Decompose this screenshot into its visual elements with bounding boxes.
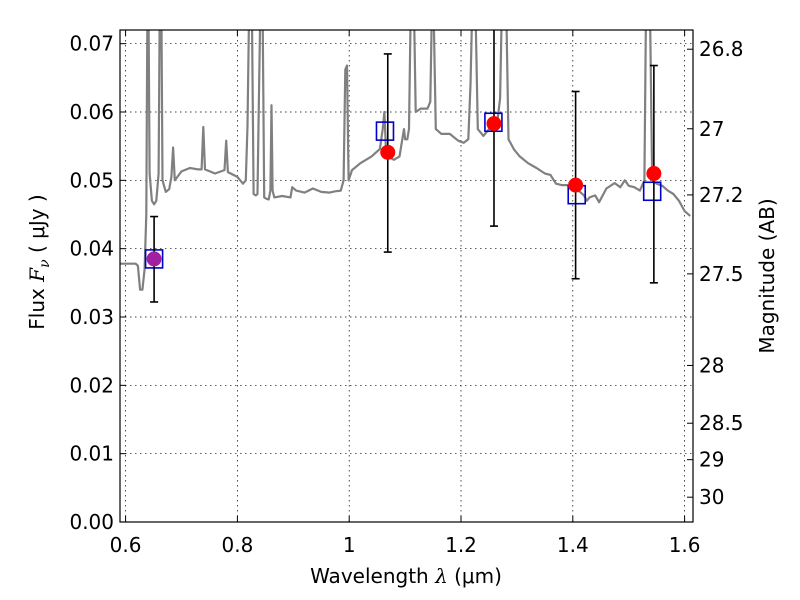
y2-tick-label: 28 <box>699 353 724 377</box>
model-square-marker <box>375 121 395 141</box>
x-tick-label: 1.6 <box>669 533 701 557</box>
gridlines <box>120 30 693 523</box>
y2-tick-label: 30 <box>699 485 724 509</box>
spectrum-line <box>120 30 691 291</box>
y-tick-label: 0.02 <box>69 373 114 397</box>
y-tick-label: 0.05 <box>69 168 114 192</box>
axes-frame <box>119 29 694 523</box>
observed-point <box>146 251 162 267</box>
model-square-marker <box>642 181 662 202</box>
y2-tick-label: 27.5 <box>699 262 744 286</box>
x-tick-label: 0.8 <box>221 533 253 557</box>
observed-point <box>380 144 396 160</box>
axis-ticks: 0.6 0.8 1 1.2 1.4 1.6 0.00 0.01 0.02 0.03 0.04 0.05… <box>69 30 744 557</box>
y-tick-label: 0.04 <box>69 237 114 261</box>
y2-tick-label: 27.2 <box>699 183 744 207</box>
x-tick-label: 1 <box>343 533 356 557</box>
x-tick-label: 0.6 <box>110 533 142 557</box>
x-tick-label: 1.2 <box>445 533 477 557</box>
plot-area <box>120 30 691 303</box>
y-tick-label: 0.03 <box>69 305 114 329</box>
y-tick-label: 0.01 <box>69 442 114 466</box>
y2-tick-label: 28.5 <box>699 411 744 435</box>
y2-tick-label: 27 <box>699 117 724 141</box>
x-tick-label: 1.4 <box>557 533 589 557</box>
y2-axis-label: Magnitude (AB) <box>755 198 779 353</box>
x-axis-label: Wavelength λ (μm) <box>310 564 502 588</box>
y2-tick-label: 29 <box>699 448 724 472</box>
observed-point <box>568 177 584 193</box>
observed-point <box>646 166 662 181</box>
y2-tick-label: 26.8 <box>699 37 744 61</box>
y-tick-label: 0.07 <box>69 32 114 56</box>
y-tick-label: 0.00 <box>69 510 114 534</box>
y-axis-label: Flux Fν ( μJy ) <box>25 194 53 329</box>
y-tick-label: 0.06 <box>69 100 114 124</box>
observed-point <box>486 116 502 132</box>
